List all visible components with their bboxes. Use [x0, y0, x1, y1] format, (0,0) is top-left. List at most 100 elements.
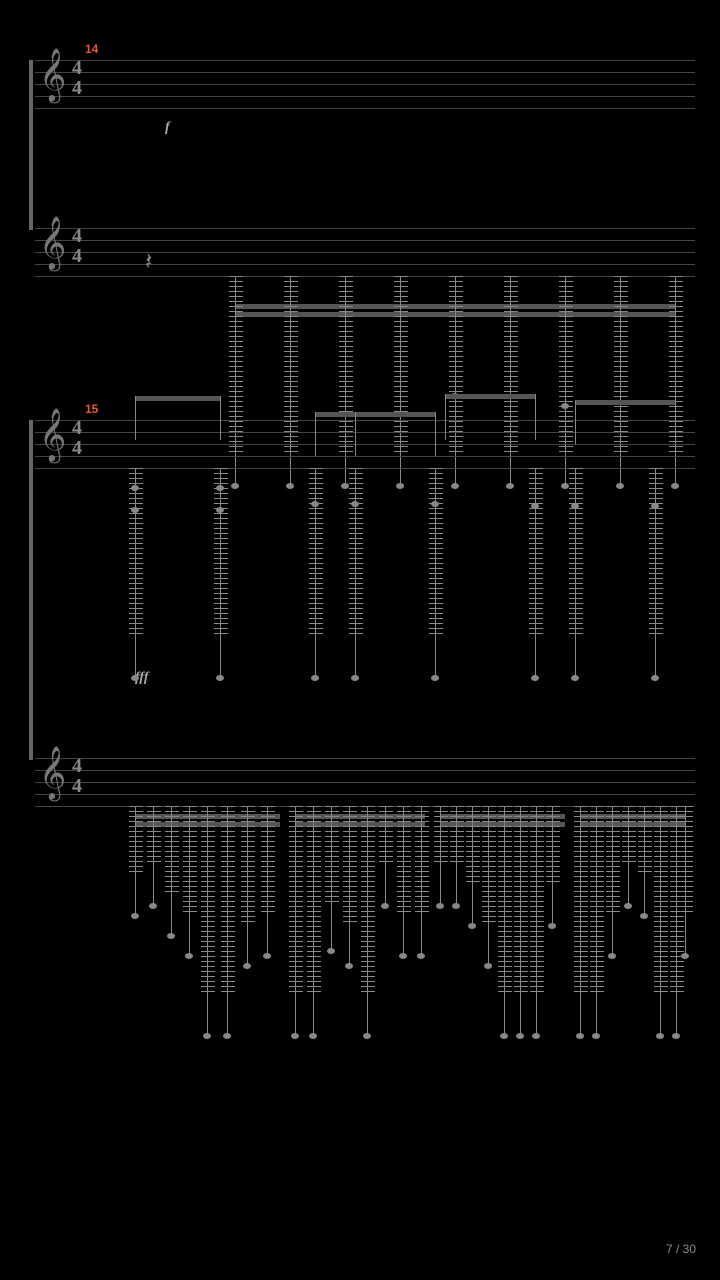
time-signature: 44: [69, 226, 85, 266]
notehead: [672, 1033, 680, 1039]
staff: 𝄞44: [35, 758, 695, 806]
ledger-lines: [638, 806, 652, 876]
ledger-lines: [379, 806, 393, 866]
measure-number: 14: [85, 42, 98, 56]
ledger-lines: [498, 806, 512, 996]
beam: [575, 400, 675, 405]
ledger-lines: [241, 806, 255, 926]
ledger-lines: [147, 806, 161, 866]
system-bracket: [29, 420, 33, 760]
notehead: [571, 675, 579, 681]
notehead: [291, 1033, 299, 1039]
ledger-lines: [261, 806, 275, 916]
notehead: [351, 501, 359, 507]
ledger-lines: [361, 806, 375, 996]
ledger-lines: [574, 806, 588, 996]
notehead: [624, 903, 632, 909]
ledger-lines: [654, 806, 668, 996]
notehead: [468, 923, 476, 929]
notehead: [381, 903, 389, 909]
ledger-lines: [349, 468, 363, 638]
system-bracket: [29, 60, 33, 230]
notehead: [243, 963, 251, 969]
time-signature: 44: [69, 58, 85, 98]
ledger-lines: [466, 806, 480, 886]
notehead: [345, 963, 353, 969]
notehead: [431, 501, 439, 507]
ledger-lines: [129, 806, 143, 876]
ledger-lines: [649, 468, 663, 638]
notehead: [131, 507, 139, 513]
notehead: [651, 503, 659, 509]
notehead: [681, 953, 689, 959]
notehead: [263, 953, 271, 959]
beam: [315, 412, 435, 417]
treble-clef: 𝄞: [39, 52, 66, 98]
notehead: [516, 1033, 524, 1039]
staff: 𝄞44𝄽: [35, 228, 695, 276]
notehead: [131, 485, 139, 491]
notehead: [561, 403, 569, 409]
ledger-lines: [129, 468, 143, 638]
notehead: [532, 1033, 540, 1039]
beam: [135, 396, 220, 401]
ledger-lines: [622, 806, 636, 866]
notehead: [327, 948, 335, 954]
notehead: [656, 1033, 664, 1039]
ledger-lines: [214, 468, 228, 638]
page-counter: 7 / 30: [666, 1242, 696, 1256]
ledger-lines: [183, 806, 197, 916]
notehead: [399, 953, 407, 959]
notehead: [651, 675, 659, 681]
notehead: [311, 675, 319, 681]
ledger-lines: [606, 806, 620, 916]
music-system: 15𝄞44fff𝄞44: [35, 420, 695, 516]
notehead: [309, 1033, 317, 1039]
ledger-lines: [309, 468, 323, 638]
ledger-lines: [415, 806, 429, 916]
time-signature: 44: [69, 418, 85, 458]
ledger-lines: [201, 806, 215, 996]
notehead: [167, 933, 175, 939]
notehead: [223, 1033, 231, 1039]
ledger-lines: [221, 806, 235, 996]
music-system: 14𝄞44f𝄞44𝄽: [35, 60, 695, 156]
notehead: [484, 963, 492, 969]
ledger-lines: [679, 806, 693, 916]
ledger-lines: [434, 806, 448, 866]
notehead: [531, 675, 539, 681]
ledger-lines: [289, 806, 303, 996]
notehead: [452, 903, 460, 909]
notehead: [417, 953, 425, 959]
notehead: [216, 485, 224, 491]
notehead: [216, 507, 224, 513]
notehead: [363, 1033, 371, 1039]
ledger-lines: [397, 806, 411, 916]
ledger-lines: [514, 806, 528, 996]
notehead: [131, 675, 139, 681]
ledger-lines: [546, 806, 560, 886]
ledger-lines: [450, 806, 464, 866]
notehead: [311, 501, 319, 507]
notehead: [640, 913, 648, 919]
notehead: [185, 953, 193, 959]
ledger-lines: [482, 806, 496, 926]
treble-clef: 𝄞: [39, 220, 66, 266]
ledger-lines: [343, 806, 357, 926]
time-signature: 44: [69, 756, 85, 796]
notehead: [351, 675, 359, 681]
notehead: [149, 903, 157, 909]
treble-clef: 𝄞: [39, 412, 66, 458]
notehead: [131, 913, 139, 919]
dynamic-marking: f: [165, 120, 170, 136]
notehead: [608, 953, 616, 959]
ledger-lines: [165, 806, 179, 896]
notehead: [436, 903, 444, 909]
notehead: [548, 923, 556, 929]
notehead: [216, 675, 224, 681]
notehead: [431, 675, 439, 681]
ledger-lines: [569, 468, 583, 638]
staff: 𝄞44f: [35, 60, 695, 108]
measure-number: 15: [85, 402, 98, 416]
staff: 𝄞44fff: [35, 420, 695, 468]
